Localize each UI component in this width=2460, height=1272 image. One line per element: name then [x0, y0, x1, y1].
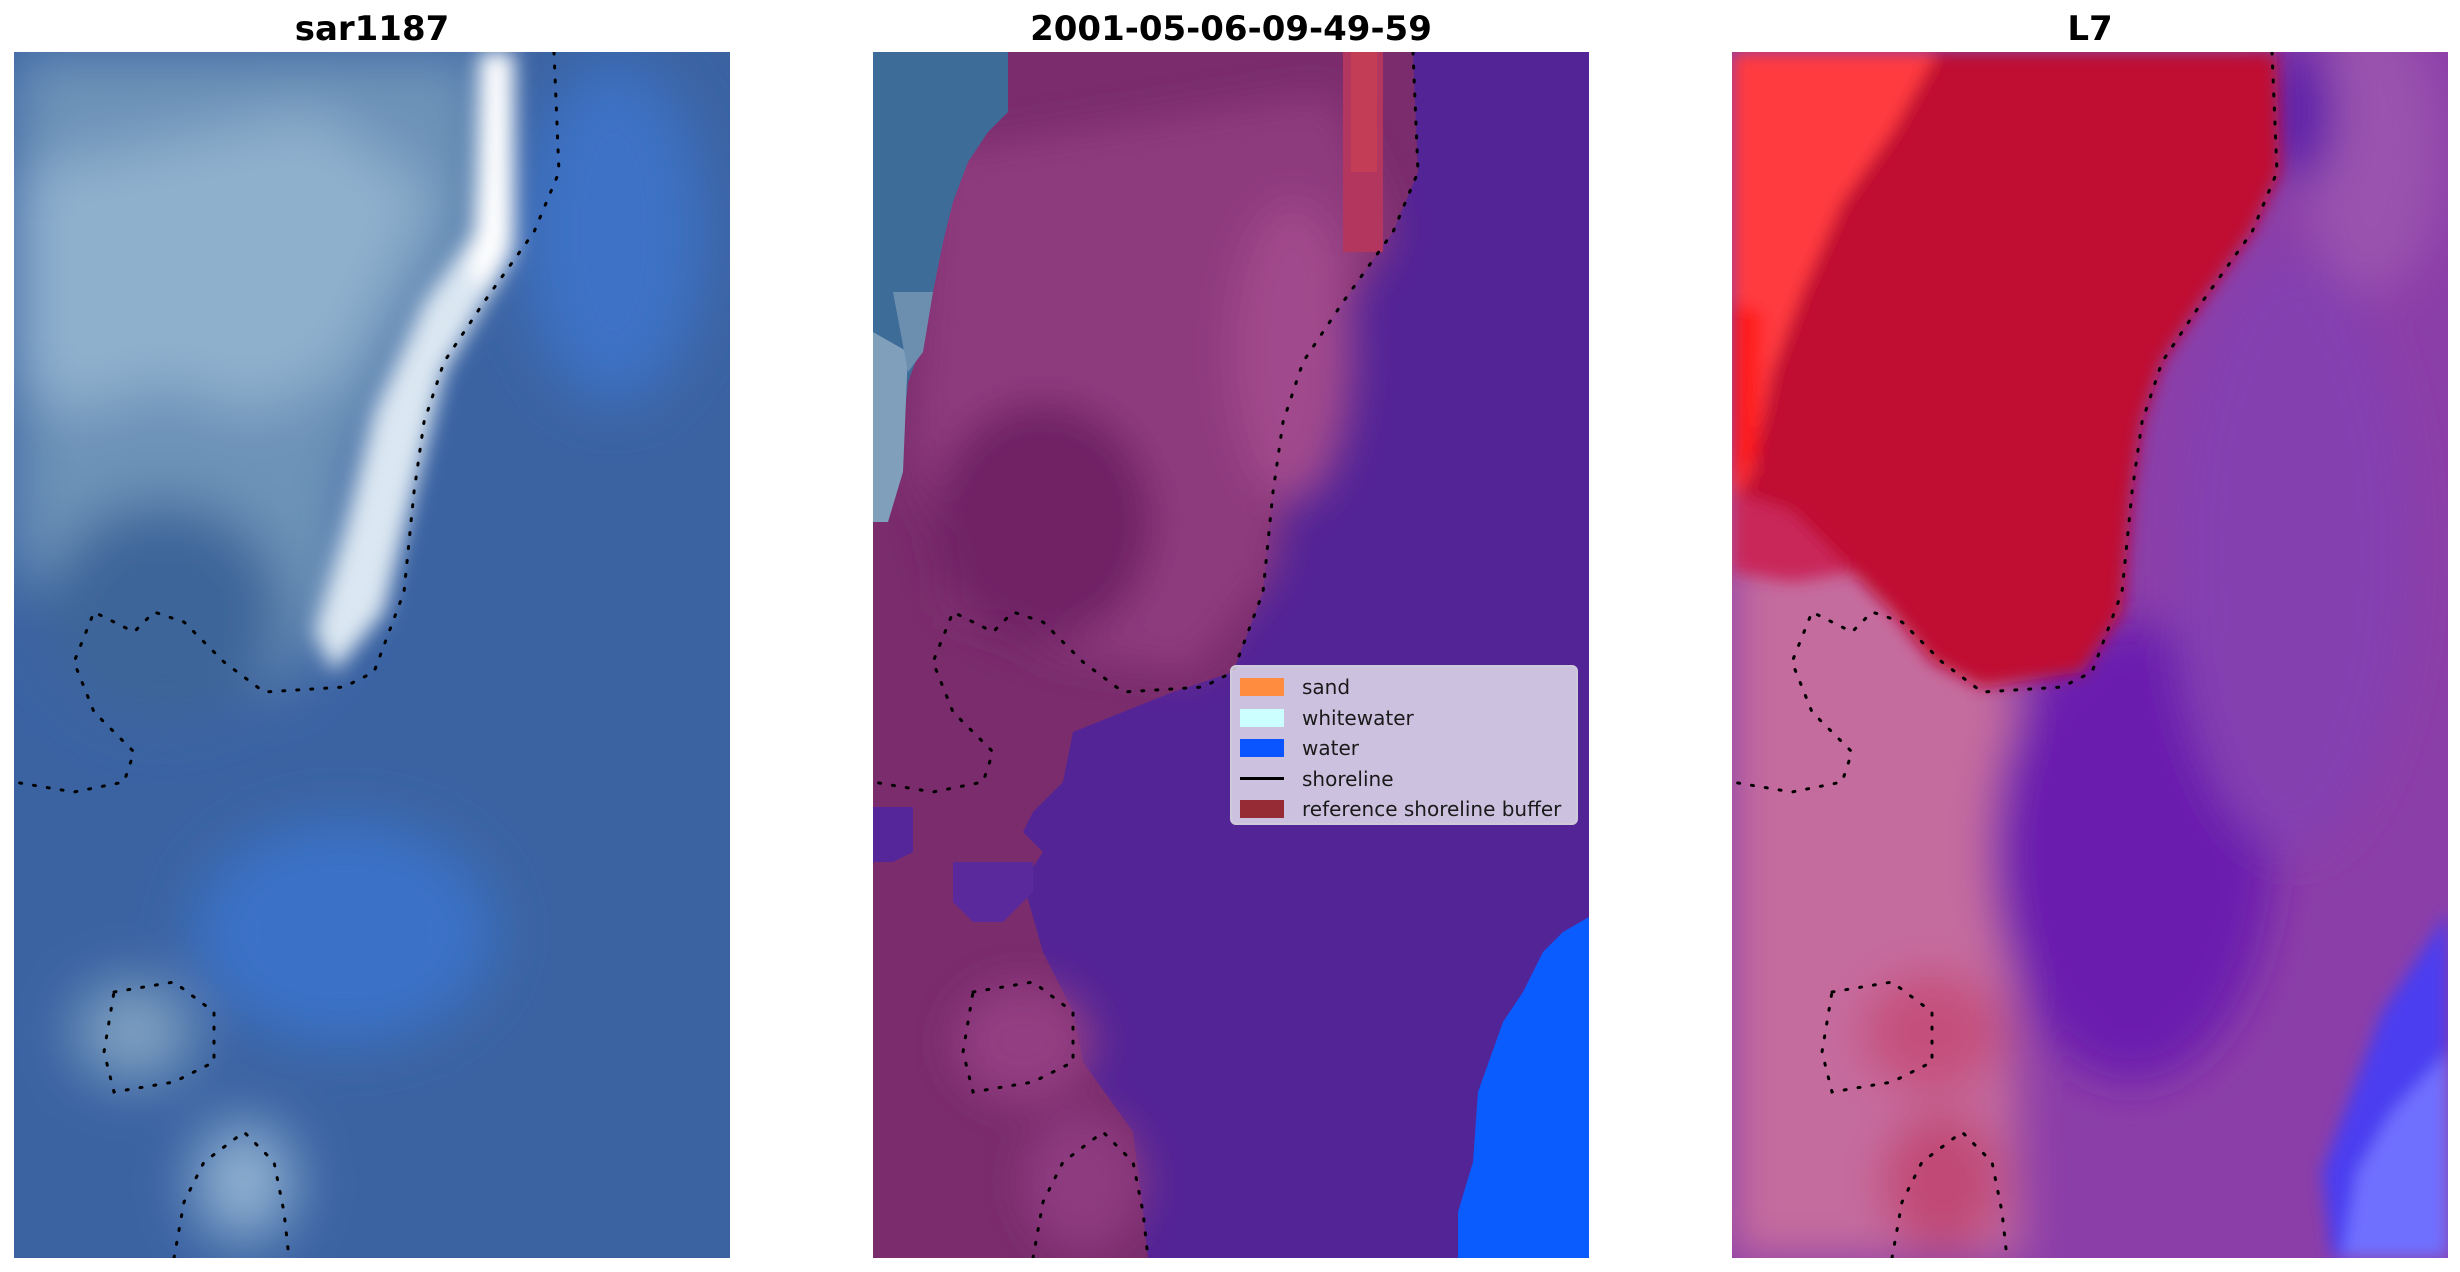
legend-item-whitewater: whitewater — [1240, 703, 1568, 734]
legend-label: sand — [1302, 675, 1351, 700]
legend-label: reference shoreline buffer — [1302, 797, 1562, 822]
legend-swatch-sand — [1240, 678, 1284, 697]
legend-label: shoreline — [1302, 766, 1394, 791]
classified-image-panel — [873, 52, 1589, 1258]
shoreline-lines — [1732, 52, 2279, 1258]
legend-swatch-water — [1240, 739, 1284, 758]
legend-line-shoreline — [1240, 777, 1284, 781]
legend-label: water — [1302, 736, 1359, 761]
index-image — [1732, 52, 2448, 1258]
legend-swatch-buffer — [1240, 800, 1284, 819]
legend-item-water: water — [1240, 733, 1568, 764]
panel-title-classified: 2001-05-06-09-49-59 — [1030, 9, 1432, 49]
panel-title-rgb: sar1187 — [294, 9, 450, 49]
shoreline-lines — [873, 52, 1420, 1258]
classified-image — [873, 52, 1589, 1258]
index-image-panel — [1732, 52, 2448, 1258]
shoreline-lines — [14, 52, 561, 1258]
rgb-image — [14, 52, 730, 1258]
rgb-image-panel — [14, 52, 730, 1258]
legend-item-reference-shoreline-buffer: reference shoreline buffer — [1240, 794, 1568, 825]
legend-swatch-whitewater — [1240, 708, 1284, 727]
legend-label: whitewater — [1302, 705, 1414, 730]
legend-item-shoreline: shoreline — [1240, 764, 1568, 795]
legend: sand whitewater water shoreline referenc… — [1230, 665, 1578, 825]
panel-title-index: L7 — [2067, 9, 2113, 49]
legend-item-sand: sand — [1240, 672, 1568, 703]
